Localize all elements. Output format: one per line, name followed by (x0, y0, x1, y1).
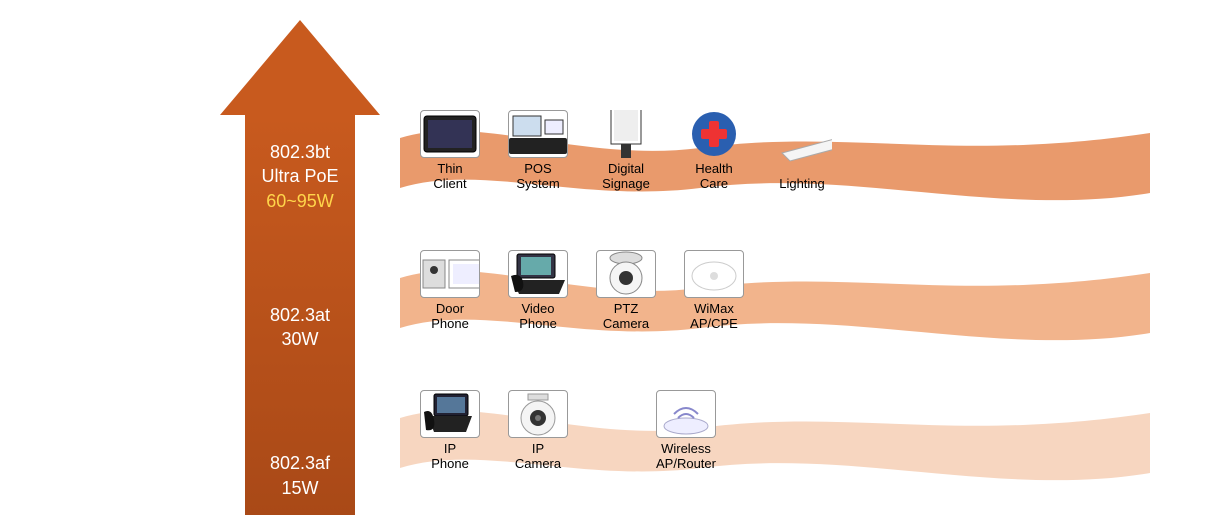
video-phone-icon (508, 250, 568, 298)
device-label: Signage (602, 177, 650, 192)
tier-label-bt: 802.3bt Ultra PoE 60~95W (245, 140, 355, 213)
tier-bt-line2: Ultra PoE (261, 166, 338, 186)
lighting-icon (772, 125, 832, 173)
device-label: Video (521, 302, 554, 317)
ptz-camera-icon (596, 250, 656, 298)
devices-bt: Thin Client POS System Digital Signage H… (420, 110, 832, 192)
device-label: Phone (519, 317, 557, 332)
tier-af-line2: 15W (281, 478, 318, 498)
devices-at: Door Phone Video Phone PTZ Camera WiMax … (420, 250, 744, 332)
device-label: POS (524, 162, 551, 177)
digital-signage-icon (596, 110, 656, 158)
door-phone-icon (420, 250, 480, 298)
device-ip-phone: IP Phone (420, 390, 480, 472)
tier-af-line1: 802.3af (270, 453, 330, 473)
tier-bt-line1: 802.3bt (270, 142, 330, 162)
device-ptz-camera: PTZ Camera (596, 250, 656, 332)
power-arrow: 802.3bt Ultra PoE 60~95W 802.3at 30W 802… (220, 20, 380, 515)
wimax-ap-icon (684, 250, 744, 298)
arrow-body: 802.3bt Ultra PoE 60~95W 802.3at 30W 802… (245, 115, 355, 515)
device-label: PTZ (614, 302, 639, 317)
arrow-head (220, 20, 380, 115)
device-wireless-ap: Wireless AP/Router (656, 390, 716, 472)
device-label: Phone (431, 457, 469, 472)
tier-at-line2: 30W (281, 329, 318, 349)
device-label: IP (532, 442, 544, 457)
device-label: Health (695, 162, 733, 177)
device-label: Door (436, 302, 464, 317)
device-label: AP/CPE (690, 317, 738, 332)
health-care-icon (684, 110, 744, 158)
device-ip-camera: IP Camera (508, 390, 568, 472)
device-pos-system: POS System (508, 110, 568, 192)
ip-phone-icon (420, 390, 480, 438)
device-lighting: Lighting (772, 125, 832, 192)
thin-client-icon (420, 110, 480, 158)
tier-at-line1: 802.3at (270, 305, 330, 325)
device-label: Digital (608, 162, 644, 177)
device-digital-signage: Digital Signage (596, 110, 656, 192)
device-label: Client (433, 177, 466, 192)
device-label: Wireless (661, 442, 711, 457)
ip-camera-icon (508, 390, 568, 438)
device-label: Care (700, 177, 728, 192)
device-wimax-ap: WiMax AP/CPE (684, 250, 744, 332)
wireless-ap-icon (656, 390, 716, 438)
devices-af: IP Phone IP Camera Wireless AP/Router (420, 390, 716, 472)
device-label: WiMax (694, 302, 734, 317)
device-label: Thin (437, 162, 462, 177)
tier-label-af: 802.3af 15W (245, 451, 355, 500)
device-label: Camera (515, 457, 561, 472)
device-label: Lighting (779, 177, 825, 192)
device-label: AP/Router (656, 457, 716, 472)
pos-system-icon (508, 110, 568, 158)
device-label: Phone (431, 317, 469, 332)
device-label: IP (444, 442, 456, 457)
device-label: Camera (603, 317, 649, 332)
device-thin-client: Thin Client (420, 110, 480, 192)
device-video-phone: Video Phone (508, 250, 568, 332)
device-label: System (516, 177, 559, 192)
poe-tier-infographic: 802.3bt Ultra PoE 60~95W 802.3at 30W 802… (0, 0, 1226, 523)
device-health-care: Health Care (684, 110, 744, 192)
tier-label-at: 802.3at 30W (245, 303, 355, 352)
tier-bt-line3: 60~95W (266, 191, 334, 211)
device-door-phone: Door Phone (420, 250, 480, 332)
